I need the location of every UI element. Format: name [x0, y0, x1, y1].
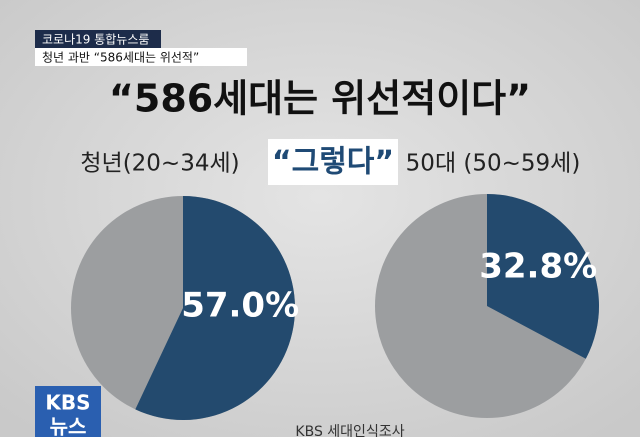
pie-title: 50대 (50~59세): [406, 151, 581, 177]
value-label: 32.8%: [479, 247, 597, 287]
pie-slice: [487, 194, 599, 359]
subtitle-box: [268, 139, 398, 185]
source: KBS 세대인식조사: [295, 424, 404, 437]
charts: 청년(20~34세) 57.0% 50대 (50~59세) 32.8%: [71, 151, 599, 421]
program-bar: [35, 30, 161, 48]
pie-title: 청년(20~34세): [80, 151, 239, 177]
logo-box: [35, 386, 101, 437]
program: 코로나19 통합뉴스룸: [42, 33, 149, 47]
pie-slice: [135, 196, 296, 421]
logo-line2: 뉴스: [50, 415, 87, 437]
main-title: “586세대는 위선적이다”: [109, 77, 531, 121]
subtitle: “그렇다”: [272, 145, 394, 180]
value-label: 57.0%: [181, 285, 299, 325]
headline-bar: [35, 48, 247, 66]
logo-line1: KBS: [45, 391, 90, 415]
headline: 청년 과반 “586세대는 위선적”: [42, 51, 199, 65]
